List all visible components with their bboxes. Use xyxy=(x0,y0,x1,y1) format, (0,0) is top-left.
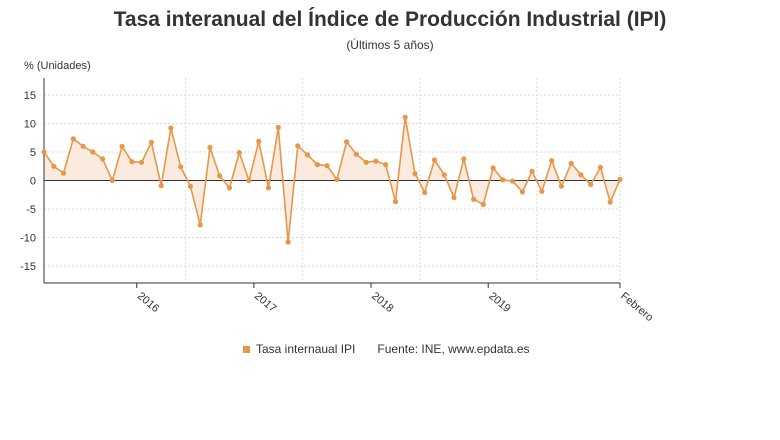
data-point xyxy=(471,196,477,202)
source-label: Fuente: INE, www.epdata.es xyxy=(377,342,530,356)
data-point xyxy=(246,177,252,184)
area-fill xyxy=(44,117,620,242)
data-point xyxy=(197,222,203,228)
data-point xyxy=(285,239,291,245)
data-point xyxy=(90,149,96,155)
data-point xyxy=(256,138,262,144)
y-tick-label: 15 xyxy=(24,90,36,102)
data-point xyxy=(578,172,584,178)
data-point xyxy=(60,170,67,176)
data-point xyxy=(451,195,457,201)
chart-title: Tasa interanual del Índice de Producción… xyxy=(113,8,667,31)
data-point xyxy=(568,160,574,166)
data-point xyxy=(539,188,545,194)
data-point xyxy=(480,201,486,207)
data-point xyxy=(607,199,613,205)
x-tick-label: Febrero xyxy=(618,290,655,324)
data-point xyxy=(549,158,555,164)
data-point xyxy=(168,125,174,131)
data-point xyxy=(422,189,428,196)
data-point xyxy=(217,173,223,179)
y-tick-label: 0 xyxy=(30,176,36,188)
data-point xyxy=(148,139,154,145)
data-point xyxy=(305,152,311,158)
data-point xyxy=(353,151,359,157)
data-point xyxy=(265,185,272,191)
y-tick-label: -15 xyxy=(20,261,36,273)
data-point xyxy=(392,199,399,205)
data-point xyxy=(588,181,594,188)
x-tick-label: 2018 xyxy=(369,290,395,315)
data-point xyxy=(431,157,438,163)
data-point xyxy=(617,176,623,182)
data-point xyxy=(109,177,115,184)
y-tick-label: 10 xyxy=(24,119,36,131)
data-point xyxy=(119,143,125,149)
data-point xyxy=(178,164,184,170)
data-point xyxy=(80,143,86,149)
x-tick-label: 2017 xyxy=(252,290,278,315)
data-point xyxy=(490,165,496,171)
legend-swatch-icon xyxy=(243,345,250,353)
data-point xyxy=(314,162,320,168)
data-point xyxy=(402,114,408,120)
data-point xyxy=(597,164,604,170)
data-point xyxy=(70,136,76,142)
data-point xyxy=(373,158,379,164)
data-point xyxy=(226,185,233,191)
data-point xyxy=(207,144,213,151)
data-point xyxy=(324,163,330,169)
data-point xyxy=(236,150,242,156)
data-point xyxy=(158,183,164,189)
data-point xyxy=(441,172,447,178)
x-tick-label: 2016 xyxy=(135,290,161,315)
y-axis-unit-label: % (Unidades) xyxy=(24,60,91,72)
data-point xyxy=(412,171,418,177)
y-tick-label: 5 xyxy=(30,147,36,159)
y-tick-label: -5 xyxy=(26,204,36,216)
data-point xyxy=(363,159,369,165)
data-point xyxy=(519,189,526,195)
legend-series-label: Tasa internaual IPI xyxy=(256,342,356,356)
data-point xyxy=(100,156,106,162)
y-tick-label: -10 xyxy=(20,232,36,244)
data-point xyxy=(344,139,350,145)
data-point xyxy=(529,168,535,174)
chart-subtitle: (Últimos 5 años) xyxy=(346,38,434,52)
data-point xyxy=(383,162,389,168)
data-point xyxy=(41,149,47,155)
data-point xyxy=(187,183,193,189)
data-point xyxy=(334,176,340,182)
data-point xyxy=(558,183,565,189)
data-point xyxy=(461,156,467,162)
data-point xyxy=(500,177,506,183)
data-point xyxy=(509,178,516,184)
data-point xyxy=(275,124,281,131)
legend: Tasa internaual IPI Fuente: INE, www.epd… xyxy=(243,342,530,356)
data-point xyxy=(295,143,301,149)
data-point xyxy=(51,163,57,169)
data-point xyxy=(129,159,135,165)
x-tick-label: 2019 xyxy=(486,290,512,315)
data-point xyxy=(139,159,145,165)
